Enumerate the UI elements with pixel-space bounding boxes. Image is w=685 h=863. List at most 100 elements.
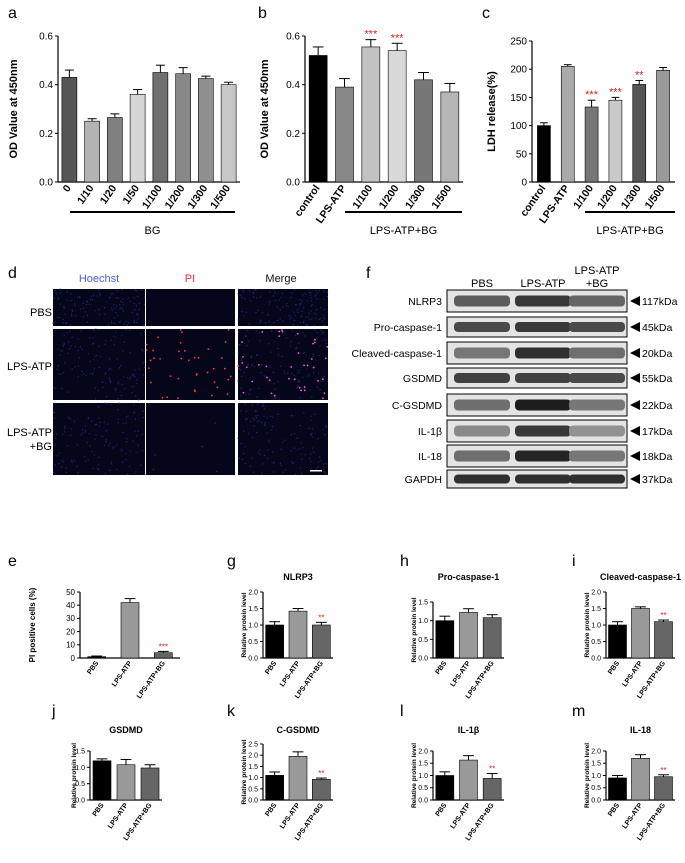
nucleus-dot bbox=[77, 349, 79, 352]
nucleus-dot bbox=[279, 462, 282, 465]
nucleus-dot bbox=[263, 415, 265, 418]
pi-positive-dot bbox=[227, 328, 230, 331]
nucleus-dot bbox=[268, 439, 270, 441]
nucleus-dot bbox=[317, 386, 319, 388]
nucleus-dot bbox=[63, 334, 65, 337]
pi-positive-dot bbox=[213, 381, 216, 384]
nucleus-dot bbox=[241, 458, 244, 461]
nucleus-dot bbox=[260, 320, 262, 323]
panel-letter-m: m bbox=[572, 703, 585, 720]
nucleus-dot bbox=[302, 321, 305, 324]
nucleus-dot bbox=[86, 314, 89, 316]
nucleus-dot bbox=[253, 419, 256, 421]
nucleus-dot bbox=[56, 368, 59, 371]
y-axis-label: OD Value at 450nm bbox=[8, 59, 20, 158]
nucleus-dot bbox=[320, 459, 322, 461]
nucleus-dot bbox=[93, 454, 96, 456]
nucleus-dot bbox=[135, 471, 137, 473]
nucleus-dot bbox=[317, 372, 320, 374]
nucleus-dot bbox=[70, 299, 72, 302]
nucleus-dot bbox=[310, 297, 312, 299]
nucleus-dot bbox=[316, 292, 318, 294]
nucleus-dot bbox=[290, 296, 292, 299]
blot-band bbox=[454, 347, 510, 359]
nucleus-dot bbox=[322, 339, 324, 341]
nucleus-dot bbox=[95, 328, 97, 330]
nucleus-dot bbox=[59, 292, 62, 294]
nucleus-dot bbox=[311, 447, 314, 449]
nucleus-dot bbox=[269, 366, 272, 368]
nucleus-dot bbox=[75, 315, 77, 317]
pi-positive-dot bbox=[226, 393, 229, 396]
nucleus-dot bbox=[101, 435, 103, 438]
nucleus-dot bbox=[252, 291, 255, 293]
nucleus-dot bbox=[71, 461, 73, 464]
nucleus-dot bbox=[322, 331, 325, 333]
y-tick-label: 0.5 bbox=[248, 786, 258, 793]
y-tick-label: 0.6 bbox=[39, 32, 53, 43]
nucleus-dot bbox=[103, 445, 106, 447]
nucleus-dot bbox=[133, 297, 135, 299]
nucleus-dot bbox=[269, 291, 271, 293]
pi-positive-dot bbox=[303, 386, 306, 388]
nucleus-dot bbox=[319, 345, 321, 348]
bar bbox=[92, 760, 112, 801]
nucleus-dot bbox=[137, 313, 139, 316]
nucleus-dot bbox=[86, 441, 89, 444]
nucleus-dot bbox=[98, 289, 100, 291]
nucleus-dot bbox=[291, 292, 293, 294]
nucleus-dot bbox=[304, 454, 306, 456]
bar bbox=[335, 86, 354, 183]
nucleus-dot bbox=[293, 311, 295, 313]
nucleus-dot bbox=[293, 433, 296, 435]
bar bbox=[654, 621, 673, 659]
y-tick-label: 0.5 bbox=[75, 781, 85, 788]
nucleus-dot bbox=[125, 320, 127, 323]
nucleus-dot bbox=[63, 306, 65, 308]
y-axis-label: LDH release(%) bbox=[486, 71, 498, 152]
nucleus-dot bbox=[256, 354, 259, 356]
nucleus-dot bbox=[104, 402, 106, 404]
nucleus-dot bbox=[87, 417, 90, 419]
nucleus-dot bbox=[263, 405, 265, 407]
category-label: 1/200 bbox=[377, 183, 402, 212]
nucleus-dot bbox=[98, 313, 101, 316]
nucleus-dot bbox=[274, 388, 276, 390]
nucleus-dot bbox=[52, 471, 55, 474]
y-axis-label: Relative protein level bbox=[241, 592, 248, 657]
nucleus-dot bbox=[134, 418, 137, 420]
pi-positive-dot bbox=[326, 345, 329, 348]
y-tick-label: 0.0 bbox=[248, 797, 258, 804]
nucleus-dot bbox=[121, 461, 124, 463]
y-tick-label: 1.5 bbox=[591, 761, 601, 768]
blot-arrow-icon bbox=[630, 400, 640, 410]
nucleus-dot bbox=[298, 342, 300, 344]
nucleus-dot bbox=[70, 345, 72, 347]
nucleus-dot bbox=[251, 457, 253, 459]
category-label: PBS bbox=[607, 660, 621, 676]
significance-mark: *** bbox=[364, 29, 378, 41]
bar bbox=[631, 608, 650, 659]
nucleus-dot bbox=[92, 337, 94, 339]
blot-band bbox=[569, 347, 625, 359]
nucleus-dot bbox=[315, 317, 317, 319]
nucleus-dot bbox=[118, 381, 120, 383]
y-tick-label: 0.2 bbox=[39, 129, 53, 140]
nucleus-dot bbox=[122, 350, 124, 352]
blot-band bbox=[454, 474, 510, 484]
nucleus-dot bbox=[94, 424, 96, 426]
panel-letter-f: f bbox=[366, 265, 371, 282]
nucleus-dot bbox=[82, 316, 84, 318]
nucleus-dot bbox=[300, 315, 302, 317]
blot-protein-label: C-GSDMD bbox=[392, 400, 443, 412]
pi-positive-dot bbox=[145, 343, 148, 346]
category-label: 1/500 bbox=[643, 183, 668, 212]
bar bbox=[440, 91, 460, 183]
nucleus-dot bbox=[110, 368, 112, 370]
pi-positive-dot bbox=[314, 338, 316, 341]
y-tick-label: 250 bbox=[510, 37, 527, 48]
pi-positive-dot bbox=[216, 470, 218, 472]
pi-positive-dot bbox=[193, 389, 196, 392]
